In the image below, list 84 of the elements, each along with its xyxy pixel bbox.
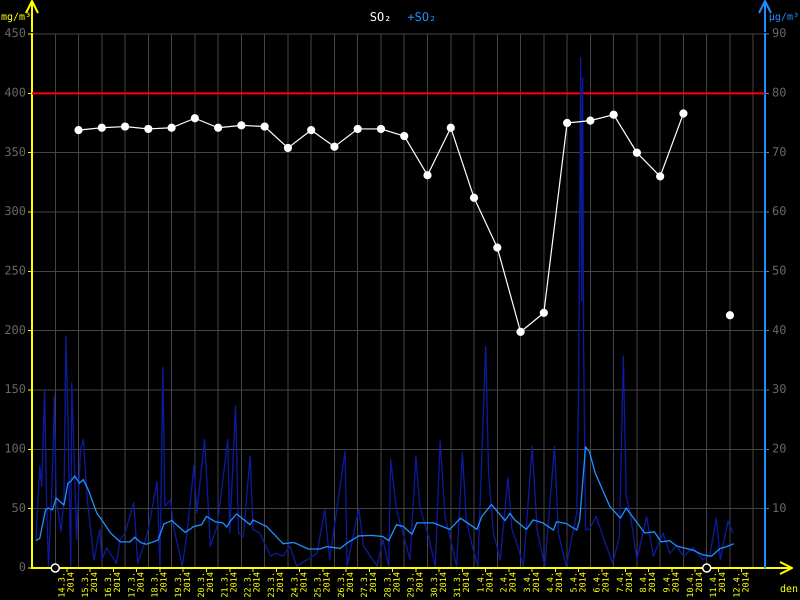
y-tick-label: 200 [4, 322, 26, 337]
point [330, 142, 339, 151]
x-tick-label: 20.3. 2014 [197, 572, 216, 598]
point [307, 126, 316, 134]
x-tick-label: 6.4. 2014 [592, 572, 612, 592]
x-tick-label: 7.4. 2014 [616, 572, 635, 592]
point [446, 124, 455, 132]
point [586, 116, 594, 125]
point [98, 124, 106, 132]
point [260, 122, 269, 131]
y2-tick-label: 30 [772, 382, 786, 396]
x-tick-label: 18.3. 2014 [150, 572, 170, 598]
y2-tick-label: 80 [772, 85, 786, 100]
y2-tick-label: 20 [772, 441, 786, 456]
x-tick-label: 29.3. 2014 [406, 572, 426, 598]
point [702, 563, 712, 573]
point [610, 110, 618, 119]
x-tick-label: 3.4. 2014 [522, 572, 542, 592]
point [540, 308, 548, 317]
x-tick-label: 19.3. 2014 [174, 572, 193, 598]
x-tick-label: 31.3. 2014 [453, 572, 472, 598]
y-tick-label: 0 [18, 560, 26, 574]
y-tick-label: 300 [4, 204, 26, 218]
x-tick-label: 21.3. 2014 [220, 572, 240, 598]
x-tick-label: 22.3. 2014 [244, 572, 263, 598]
x-axis-title: den [780, 584, 798, 595]
point [354, 124, 362, 134]
x-tick-label: 11.4. 2014 [709, 572, 728, 598]
y-tick-label: 150 [4, 382, 26, 396]
x-tick-label: 14.3. 2014 [58, 572, 77, 598]
point [632, 148, 641, 157]
y2-tick-label: 70 [772, 144, 786, 159]
point [423, 171, 432, 180]
point [167, 124, 176, 132]
x-tick-label: 12.4. 2014 [732, 572, 752, 598]
point [493, 244, 502, 252]
point [726, 311, 734, 320]
point [120, 122, 130, 131]
x-tick-label: 1.4. 2014 [476, 572, 496, 592]
point [656, 172, 664, 180]
x-tick-label: 26.3. 2014 [336, 572, 356, 598]
x-tick-label: 30.3. 2014 [430, 572, 449, 598]
point [190, 114, 199, 122]
x-tick-label: 9.4. 2014 [662, 572, 682, 592]
y2-axis-title: µg/m³ [768, 12, 799, 23]
x-tick-label: 10.4. 2014 [686, 572, 705, 598]
x-tick-label: 23.3. 2014 [266, 572, 286, 598]
y-tick-label: 100 [4, 441, 26, 456]
x-tick-label: 15.3. 2014 [80, 572, 100, 598]
x-tick-label: 17.3. 2014 [127, 572, 146, 598]
point [214, 124, 222, 132]
x-tick-label: 16.3. 2014 [104, 572, 124, 598]
point [284, 144, 292, 152]
y2-tick-label: 90 [772, 26, 786, 40]
point [50, 563, 60, 573]
x-tick-label: 8.4. 2014 [639, 572, 658, 592]
point [470, 194, 478, 202]
text: +SO₂ [407, 10, 436, 24]
y-tick-label: 50 [12, 500, 26, 515]
x-tick-label: 5.4. 2014 [569, 572, 588, 592]
x-tick-label: 24.3. 2014 [290, 572, 310, 598]
y-axis-title: mg/m³ [1, 12, 32, 23]
point [144, 124, 152, 134]
text: SO₂ [370, 10, 392, 24]
x-tick-label: 4.4. 2014 [546, 572, 566, 592]
point [376, 124, 386, 134]
x-tick-label: 28.3. 2014 [383, 572, 402, 598]
point [74, 126, 83, 134]
point [516, 328, 525, 336]
point [237, 121, 246, 130]
x-tick-label: 2.4. 2014 [500, 572, 519, 592]
y-tick-label: 450 [4, 26, 26, 40]
y-tick-label: 400 [4, 85, 26, 100]
y-tick-label: 250 [4, 263, 26, 278]
y2-tick-label: 60 [772, 204, 786, 218]
y2-tick-label: 40 [772, 322, 786, 337]
point [679, 109, 688, 118]
x-tick-label: 27.3. 2014 [360, 572, 380, 598]
y2-tick-label: 10 [772, 500, 786, 515]
point [563, 118, 572, 128]
y2-tick-label: 50 [772, 263, 786, 278]
point [400, 132, 408, 140]
x-tick-label: 25.3. 2014 [314, 572, 333, 598]
y-tick-label: 350 [4, 144, 26, 159]
